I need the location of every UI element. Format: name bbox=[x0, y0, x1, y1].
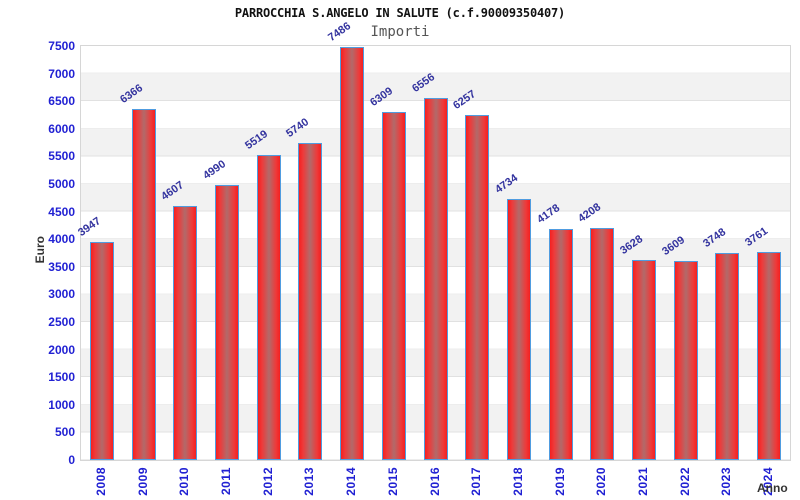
y-tick-label: 3500 bbox=[48, 259, 75, 274]
x-tick-label: 2019 bbox=[552, 467, 567, 496]
y-tick-label: 0 bbox=[68, 453, 75, 467]
bar-value-label: 4178 bbox=[534, 202, 562, 227]
y-tick-label: 2000 bbox=[48, 342, 75, 357]
y-tick-label: 3000 bbox=[48, 287, 75, 302]
bar-value-label: 3748 bbox=[701, 226, 729, 251]
y-tick-label: 5500 bbox=[48, 149, 75, 164]
y-tick-label: 1500 bbox=[48, 370, 75, 385]
bar bbox=[632, 259, 657, 460]
bar-value-label: 6309 bbox=[367, 84, 395, 109]
chart-title: PARROCCHIA S.ANGELO IN SALUTE (c.f.90009… bbox=[234, 6, 566, 20]
x-tick-label: 2023 bbox=[719, 467, 734, 496]
x-tick-label: 2015 bbox=[385, 467, 400, 496]
y-tick-label: 5000 bbox=[48, 177, 75, 191]
y-tick-label: 6500 bbox=[48, 94, 75, 109]
bar-value-label: 6257 bbox=[451, 87, 479, 112]
y-tick-label: 7000 bbox=[48, 66, 75, 81]
bar bbox=[506, 198, 531, 460]
bar bbox=[214, 184, 239, 460]
bar bbox=[340, 46, 365, 460]
x-tick-label: 2018 bbox=[510, 467, 525, 496]
bar-value-label: 3947 bbox=[75, 215, 103, 240]
x-tick-label: 2012 bbox=[260, 467, 275, 496]
y-tick-label: 2500 bbox=[48, 315, 75, 329]
bar-value-label: 4990 bbox=[201, 157, 229, 182]
bar bbox=[131, 108, 156, 460]
bar bbox=[715, 253, 740, 460]
bar bbox=[423, 98, 448, 460]
bar bbox=[673, 260, 698, 460]
x-tick-label: 2014 bbox=[344, 467, 359, 496]
x-tick-label: 2021 bbox=[636, 467, 651, 496]
x-tick-label: 2016 bbox=[427, 467, 442, 496]
y-tick-label: 7500 bbox=[48, 39, 75, 53]
x-tick-label: 2022 bbox=[677, 467, 692, 496]
bar-value-label: 5519 bbox=[242, 128, 270, 153]
x-axis-title: Anno bbox=[757, 481, 788, 495]
bar bbox=[256, 155, 281, 460]
bar-value-label: 4208 bbox=[576, 200, 604, 225]
chart-subtitle: Importi bbox=[370, 24, 430, 40]
y-tick-label: 6000 bbox=[48, 121, 75, 136]
x-tick-label: 2009 bbox=[135, 467, 150, 496]
bar-value-label: 4734 bbox=[493, 171, 520, 196]
bar bbox=[298, 143, 323, 460]
bar-value-label: 3761 bbox=[743, 225, 771, 250]
x-tick-label: 2020 bbox=[594, 467, 609, 496]
bar bbox=[89, 242, 114, 460]
x-tick-label: 2010 bbox=[177, 467, 192, 496]
bar-value-label: 4607 bbox=[159, 178, 187, 203]
bar-value-label: 5740 bbox=[284, 116, 312, 141]
plot-area: 0 500 1000 1500 2000 2500 3000 3500 4000 4500 5000… bbox=[48, 20, 791, 496]
bar-value-label: 3628 bbox=[618, 232, 646, 257]
x-tick-label: 2017 bbox=[469, 467, 484, 496]
x-tick-label: 2011 bbox=[218, 467, 233, 496]
y-tick-label: 500 bbox=[54, 425, 75, 440]
x-tick-label: 2008 bbox=[93, 467, 108, 496]
bar bbox=[381, 111, 406, 460]
bar-value-label: 6366 bbox=[117, 81, 145, 106]
bar bbox=[757, 252, 782, 460]
y-axis-title: Euro bbox=[33, 236, 47, 264]
y-tick-label: 4000 bbox=[48, 232, 75, 247]
bar bbox=[173, 205, 198, 460]
bar-value-label: 6556 bbox=[409, 71, 437, 96]
y-tick-label: 4500 bbox=[48, 204, 75, 219]
bar bbox=[590, 227, 615, 460]
x-tick-label: 2013 bbox=[302, 467, 317, 496]
bar bbox=[548, 229, 573, 460]
bar bbox=[465, 114, 490, 460]
bar-value-label: 3609 bbox=[659, 233, 687, 258]
y-tick-label: 1000 bbox=[48, 397, 75, 412]
